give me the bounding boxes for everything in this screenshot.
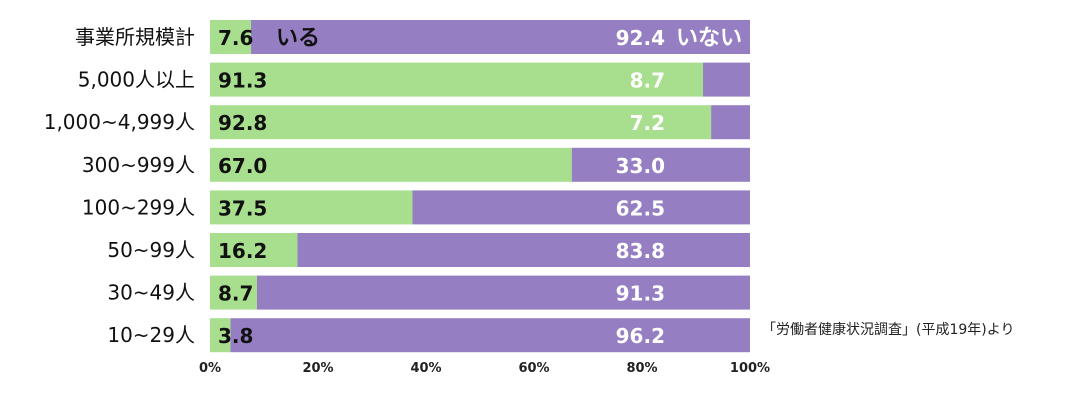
x-tick-label-0: 0%	[199, 361, 221, 376]
bars-layer	[210, 20, 751, 353]
value-label-inai-5: 83.8	[616, 239, 665, 263]
bar-iru-4	[210, 190, 413, 225]
value-label-iru-1: 91.3	[218, 69, 267, 93]
value-label-iru-4: 37.5	[218, 196, 267, 220]
bar-inai-0	[251, 20, 751, 54]
bar-iru-3	[210, 147, 572, 182]
bar-inai-6	[256, 275, 750, 310]
bar-iru-1	[210, 62, 704, 97]
value-label-iru-5: 16.2	[218, 239, 267, 263]
bar-inai-7	[230, 318, 750, 353]
x-axis: 0% 20% 40% 60% 80% 100%	[199, 361, 770, 376]
x-tick-label-2: 40%	[410, 361, 441, 376]
value-label-iru-3: 67.0	[218, 154, 267, 178]
value-label-inai-3: 33.0	[616, 154, 665, 178]
category-label-5: 50~99人	[107, 238, 195, 262]
category-label-4: 100~299人	[82, 195, 195, 219]
bar-iru-2	[210, 105, 712, 140]
legend-inai: いない	[676, 26, 742, 51]
x-tick-label-4: 80%	[626, 361, 657, 376]
legend-iru: いる	[276, 26, 320, 51]
value-label-inai-0: 92.4	[616, 26, 665, 50]
bar-iru-6	[210, 275, 257, 310]
x-tick-label-1: 20%	[302, 361, 333, 376]
bar-iru-7	[210, 318, 231, 353]
bar-iru-0	[210, 20, 252, 54]
value-label-inai-6: 91.3	[616, 282, 665, 306]
value-label-iru-2: 92.8	[218, 111, 267, 135]
bar-inai-5	[297, 233, 750, 267]
value-label-inai-1: 8.7	[630, 69, 665, 93]
bar-inai-1	[703, 62, 750, 97]
source-note: 「労働者健康状況調査」(平成19年)より	[762, 321, 1014, 338]
category-label-7: 10~29人	[107, 323, 195, 347]
bar-inai-4	[412, 190, 750, 225]
value-label-iru-6: 8.7	[218, 282, 253, 306]
category-label-2: 1,000~4,999人	[44, 110, 195, 134]
value-label-iru-7: 3.8	[218, 324, 253, 348]
value-label-inai-2: 7.2	[630, 111, 665, 135]
value-label-inai-7: 96.2	[616, 324, 665, 348]
value-label-inai-4: 62.5	[616, 196, 665, 220]
category-label-6: 30~49人	[107, 281, 195, 305]
category-label-3: 300~999人	[82, 153, 195, 177]
category-label-0: 事業所規模計	[75, 25, 195, 49]
value-label-iru-0: 7.6	[218, 26, 253, 50]
labels-layer: 事業所規模計 7.6 92.4 5,000人以上 91.3 8.7 1,000~4,999人…	[44, 25, 742, 348]
bar-iru-5	[210, 233, 298, 267]
x-tick-label-3: 60%	[518, 361, 549, 376]
x-tick-label-5: 100%	[730, 361, 770, 376]
bar-inai-2	[711, 105, 750, 140]
category-label-1: 5,000人以上	[78, 68, 195, 92]
bar-inai-3	[571, 147, 750, 182]
